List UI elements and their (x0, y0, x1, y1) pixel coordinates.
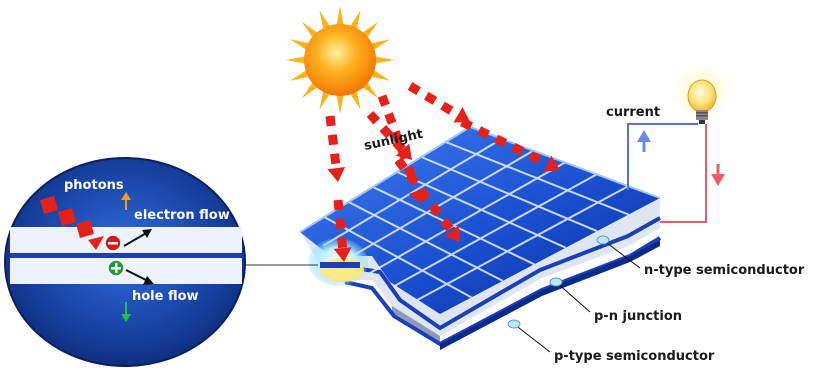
ray-dash (391, 130, 403, 143)
ray-dash (377, 94, 390, 107)
electron-flow-label: electron flow (134, 208, 230, 223)
ray-dash (460, 118, 473, 131)
ray-dash (477, 126, 490, 139)
hole-plus-icon (107, 259, 125, 277)
current-label: current (606, 105, 660, 120)
magnified-cell-view: photons electron flow hole flow (4, 157, 246, 367)
hole-flow-label: hole flow (132, 289, 199, 304)
ray-dash (494, 134, 508, 148)
panel-grid-line (392, 173, 598, 288)
sun-ray (361, 81, 379, 99)
sun-ray (319, 10, 331, 31)
circuit: current (606, 105, 725, 223)
solar-panel (299, 125, 662, 350)
sun-ray (349, 89, 361, 110)
ray-dash (440, 217, 454, 232)
panel-grid-line (322, 137, 503, 247)
sun-ray (349, 10, 361, 31)
ray-dash (405, 172, 420, 186)
sunlight-label: sunlight (363, 127, 425, 154)
ray-dash (379, 125, 393, 139)
ray-dash (330, 153, 341, 165)
ray-dash (337, 237, 348, 249)
ray-arrowhead (395, 143, 412, 160)
sun-ray (336, 93, 344, 114)
ray-dash (424, 91, 438, 105)
ray-dash (440, 101, 454, 115)
ray-dash (325, 115, 336, 127)
sun-ray (373, 56, 394, 64)
ray-dash (335, 218, 346, 230)
sun-ray (319, 89, 331, 110)
light-bulb-icon (674, 64, 730, 124)
sunlight-rays (325, 82, 560, 262)
sun-ray (301, 21, 319, 39)
ray-dash (511, 143, 525, 156)
photon-arrow (40, 196, 104, 250)
sun-ray (290, 69, 311, 81)
ray-dash (366, 111, 381, 125)
sun-ray (361, 21, 379, 39)
panel-grid-line (416, 185, 629, 302)
sun-ray (290, 39, 311, 51)
current-up-arrow (637, 130, 651, 152)
current-down-arrow (711, 164, 725, 186)
sun-icon (286, 6, 394, 114)
ray-arrowhead (333, 247, 352, 262)
ray-dash (417, 187, 431, 201)
sun-ray (369, 39, 390, 51)
n-type-label: n-type semiconductor (644, 263, 805, 278)
pn-junction-label: p-n junction (594, 309, 682, 324)
hole-down-arrow (121, 302, 131, 322)
panel-grid-line (369, 161, 566, 274)
ray-dash (384, 112, 397, 125)
electron-minus-icon (104, 234, 122, 252)
photon-up-arrow (121, 192, 131, 210)
layer-callouts: n-type semiconductor p-n junction p-type… (507, 235, 805, 364)
p-type-label: p-type semiconductor (554, 349, 715, 364)
sun-ray (286, 56, 307, 64)
sun-ray (369, 69, 390, 81)
panel-grid-line (346, 149, 534, 261)
sun-ray (301, 81, 319, 99)
sun-ray (336, 6, 344, 27)
ray-arrowhead (543, 155, 560, 172)
ray-arrowhead (327, 167, 346, 182)
ray-dash (394, 157, 408, 171)
ray-dash (407, 82, 421, 95)
ray-dash (327, 134, 338, 146)
ray-arrowhead (444, 225, 460, 242)
ray-dash (392, 139, 406, 153)
ray-arrowhead (453, 107, 470, 123)
ray-dash (333, 199, 344, 211)
ray-dash (528, 151, 542, 164)
photons-label: photons (64, 178, 124, 193)
ray-dash (428, 202, 442, 217)
